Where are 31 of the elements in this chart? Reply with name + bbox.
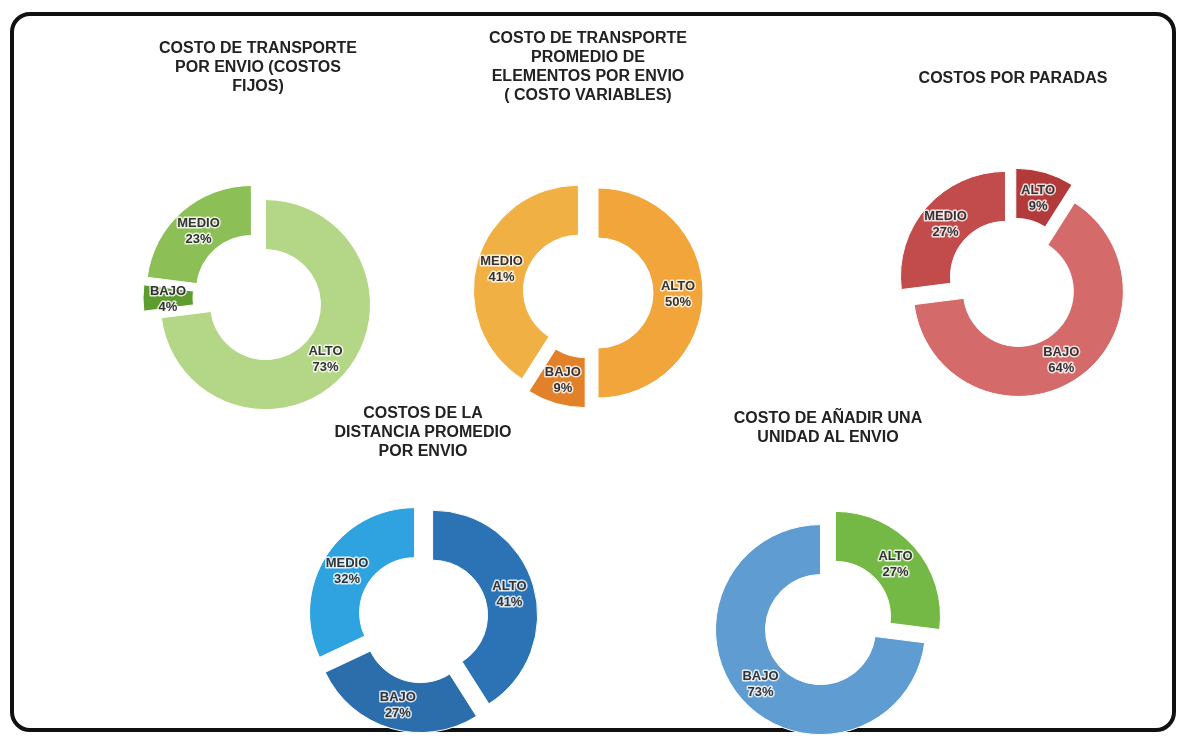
slice-label: BAJO [1043,343,1080,359]
data-label: 23% [185,231,212,247]
slice-label: ALTO [1021,181,1056,197]
data-label: 73% [747,683,774,699]
data-label: 27% [932,224,959,240]
chart-title: COSTO DE AÑADIR UNA UNIDAD AL ENVIO [733,407,923,445]
data-label: 27% [384,705,412,721]
chart-title: COSTO DE TRANSPORTE POR ENVIO (COSTOS FIJOS) [159,39,358,94]
slice-label: ALTO [660,278,696,293]
slice-label: ALTO [492,577,527,593]
data-label: 50% [664,294,692,309]
slice-label: BAJO [379,689,416,705]
data-label: 64% [1048,359,1075,375]
slice-label: MEDIO [325,554,369,570]
slice-label: ALTO [878,548,913,564]
slice-label: ALTO [308,342,343,358]
data-label: 41% [488,268,516,284]
data-label: 32% [333,570,361,586]
chart-title: COSTOS POR PARADAS [918,69,1108,86]
data-label: 9% [553,380,573,396]
chart-title: COSTOS DE LA DISTANCIA PROMEDIO POR ENVIO [334,404,512,459]
slice-label: MEDIO [177,215,220,231]
slice-label: BAJO [742,667,779,683]
slice-label: MEDIO [480,252,523,268]
data-label: 9% [1028,197,1048,213]
data-label: 41% [496,593,523,609]
data-label: 27% [882,564,909,580]
data-label: 73% [312,358,339,374]
chart-title: COSTO DE TRANSPORTE PROMEDIO DE ELEMENTOS POR ENVIO ( COSTO VARIABLES) [489,29,688,103]
slice-label: MEDIO [924,208,967,224]
slice-label: BAJO [544,364,581,380]
